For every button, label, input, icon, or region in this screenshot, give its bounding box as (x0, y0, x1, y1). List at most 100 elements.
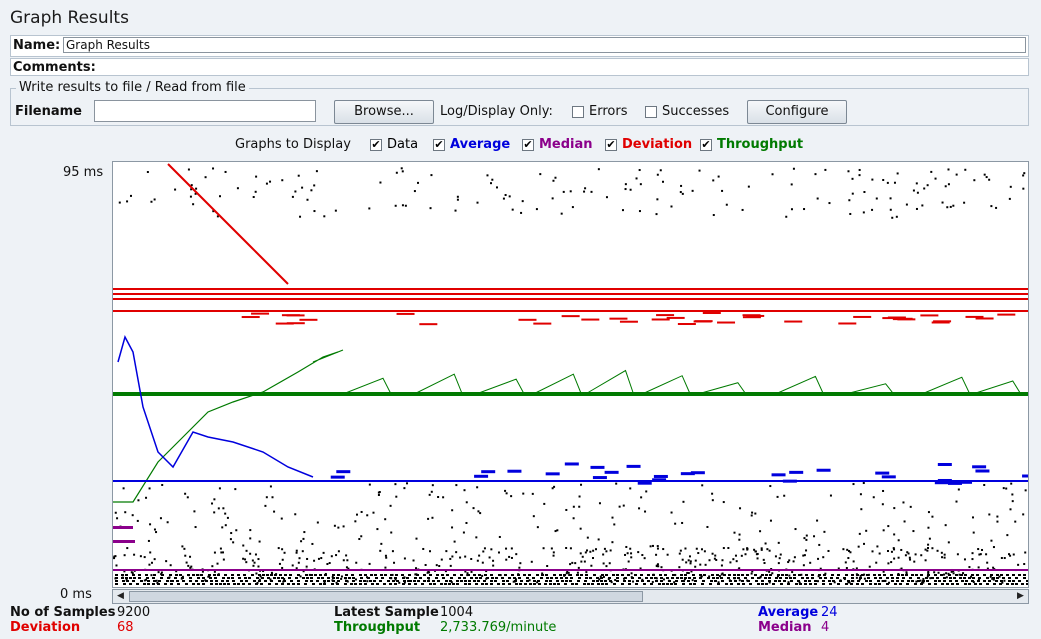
data-point (143, 556, 146, 559)
deviation-segment (746, 314, 765, 317)
deviation-segment (609, 317, 628, 320)
data-point (380, 542, 383, 545)
data-point (415, 537, 418, 540)
data-point (793, 556, 796, 559)
data-point (956, 553, 959, 556)
data-point (811, 574, 814, 576)
data-point (624, 183, 627, 186)
data-point (360, 535, 363, 538)
deviation-segment (251, 312, 270, 315)
average-segment (789, 470, 804, 474)
data-point (237, 574, 240, 576)
data-point (947, 183, 950, 186)
toggle-throughput-checkbox[interactable]: ✔ (700, 138, 712, 151)
average-segment (881, 475, 896, 479)
data-point (231, 574, 234, 576)
data-point (605, 565, 608, 568)
comments-input[interactable] (101, 59, 1028, 75)
data-point (376, 528, 379, 531)
data-point (747, 185, 750, 188)
data-point (297, 580, 300, 582)
data-point (375, 577, 378, 579)
data-point (310, 574, 313, 576)
data-point (146, 577, 149, 579)
data-point (508, 583, 511, 585)
horizontal-scrollbar[interactable]: ◀ ▶ (112, 589, 1029, 604)
data-point (316, 521, 319, 524)
data-point (921, 204, 924, 207)
data-point (136, 519, 139, 522)
data-point (1022, 513, 1025, 516)
data-point (799, 583, 802, 585)
data-point (863, 542, 866, 545)
filename-input[interactable] (94, 100, 316, 122)
data-point (658, 583, 661, 585)
data-point (157, 571, 160, 574)
data-point (766, 548, 769, 551)
data-point (403, 580, 406, 582)
data-point (900, 567, 903, 570)
data-point (783, 580, 786, 582)
data-point (511, 574, 514, 576)
data-point (741, 574, 744, 576)
data-point (717, 581, 720, 584)
graph-plot (113, 163, 1028, 585)
data-point (215, 580, 218, 582)
toggle-average-checkbox[interactable]: ✔ (433, 138, 445, 151)
data-point (394, 577, 397, 579)
data-point (473, 574, 476, 576)
data-point (551, 487, 554, 490)
data-point (769, 519, 772, 522)
data-point (308, 573, 311, 576)
data-point (981, 548, 984, 551)
data-point (913, 560, 916, 563)
data-point (189, 555, 192, 558)
data-point (822, 556, 825, 559)
data-point (800, 573, 803, 576)
data-point (862, 211, 865, 214)
data-point (900, 548, 903, 551)
file-section (10, 88, 1029, 126)
data-point (914, 553, 917, 556)
scroll-right-icon[interactable]: ▶ (1017, 591, 1024, 601)
data-point (869, 580, 872, 582)
configure-button[interactable]: Configure (747, 100, 847, 124)
data-point (996, 577, 999, 579)
scrollbar-thumb[interactable] (129, 591, 643, 602)
data-point (553, 485, 556, 488)
data-point (878, 574, 881, 576)
browse-button[interactable]: Browse... (334, 100, 434, 124)
data-point (319, 574, 322, 576)
errors-checkbox[interactable] (572, 106, 584, 118)
successes-checkbox[interactable] (645, 106, 657, 118)
median-segment (113, 540, 135, 543)
data-point (240, 580, 243, 582)
data-point (183, 547, 186, 550)
data-point (145, 574, 148, 576)
data-point (970, 575, 973, 578)
throughput-sawtooth (342, 369, 1022, 395)
data-point (389, 577, 392, 579)
data-point (587, 583, 590, 585)
data-point (946, 206, 949, 209)
data-point (776, 495, 779, 498)
data-point (569, 547, 572, 550)
file-section-legend: Write results to file / Read from file (16, 80, 249, 95)
data-point (1015, 577, 1018, 579)
data-point (649, 545, 652, 548)
toggle-median-checkbox[interactable]: ✔ (522, 138, 534, 151)
scroll-left-icon[interactable]: ◀ (117, 591, 124, 601)
average-segment (545, 472, 560, 476)
data-point (165, 560, 168, 563)
data-point (170, 583, 173, 585)
toggle-deviation-checkbox[interactable]: ✔ (605, 138, 617, 151)
toggle-data-checkbox[interactable]: ✔ (370, 138, 382, 151)
data-point (490, 182, 493, 185)
data-point (354, 583, 357, 585)
data-point (465, 521, 468, 524)
data-point (963, 201, 966, 204)
data-point (331, 583, 334, 585)
name-input[interactable]: Graph Results (63, 37, 1026, 53)
data-point (235, 529, 238, 532)
data-point (917, 577, 920, 579)
